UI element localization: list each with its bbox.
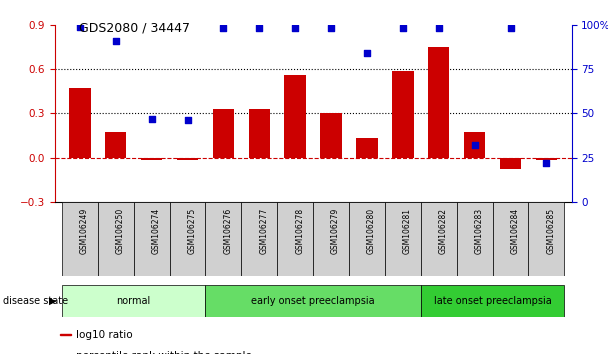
Bar bbox=[141, 158, 162, 160]
Point bbox=[290, 25, 300, 31]
Text: GDS2080 / 34447: GDS2080 / 34447 bbox=[79, 21, 190, 34]
Point bbox=[182, 118, 192, 123]
Point bbox=[218, 25, 228, 31]
Text: log10 ratio: log10 ratio bbox=[77, 330, 133, 339]
Text: GSM106284: GSM106284 bbox=[511, 208, 519, 254]
Bar bbox=[500, 158, 521, 169]
FancyBboxPatch shape bbox=[421, 285, 564, 317]
Point bbox=[326, 25, 336, 31]
Bar bbox=[60, 333, 71, 336]
Text: GSM106249: GSM106249 bbox=[80, 208, 89, 254]
Text: GSM106282: GSM106282 bbox=[439, 208, 447, 254]
Text: normal: normal bbox=[117, 296, 151, 306]
FancyBboxPatch shape bbox=[62, 202, 98, 276]
Text: GSM106277: GSM106277 bbox=[259, 208, 268, 254]
FancyBboxPatch shape bbox=[98, 202, 134, 276]
FancyBboxPatch shape bbox=[385, 202, 421, 276]
FancyBboxPatch shape bbox=[170, 202, 206, 276]
Bar bbox=[213, 109, 234, 158]
Bar bbox=[356, 138, 378, 158]
FancyBboxPatch shape bbox=[349, 202, 385, 276]
FancyBboxPatch shape bbox=[62, 285, 206, 317]
Point bbox=[398, 25, 408, 31]
Text: disease state: disease state bbox=[3, 296, 68, 306]
FancyBboxPatch shape bbox=[206, 285, 421, 317]
FancyBboxPatch shape bbox=[241, 202, 277, 276]
Bar bbox=[249, 109, 270, 158]
Point bbox=[362, 50, 372, 56]
Text: GSM106280: GSM106280 bbox=[367, 208, 376, 254]
Point bbox=[434, 25, 444, 31]
Point bbox=[542, 160, 551, 166]
FancyBboxPatch shape bbox=[457, 202, 492, 276]
Point bbox=[111, 38, 120, 44]
Text: GSM106283: GSM106283 bbox=[475, 208, 483, 254]
Text: GSM106275: GSM106275 bbox=[187, 208, 196, 254]
Bar bbox=[105, 132, 126, 158]
Text: GSM106250: GSM106250 bbox=[116, 208, 125, 254]
Text: ▶: ▶ bbox=[49, 296, 56, 306]
Text: percentile rank within the sample: percentile rank within the sample bbox=[77, 351, 252, 354]
Point bbox=[254, 25, 264, 31]
Bar bbox=[464, 132, 485, 158]
Point bbox=[506, 25, 516, 31]
Bar bbox=[69, 88, 91, 158]
FancyBboxPatch shape bbox=[492, 202, 528, 276]
Point bbox=[470, 142, 480, 148]
FancyBboxPatch shape bbox=[206, 202, 241, 276]
FancyBboxPatch shape bbox=[528, 202, 564, 276]
Text: GSM106285: GSM106285 bbox=[547, 208, 555, 254]
FancyBboxPatch shape bbox=[277, 202, 313, 276]
Bar bbox=[320, 113, 342, 158]
Point bbox=[75, 24, 85, 29]
Text: GSM106276: GSM106276 bbox=[223, 208, 232, 254]
FancyBboxPatch shape bbox=[134, 202, 170, 276]
Text: GSM106281: GSM106281 bbox=[403, 208, 412, 254]
Text: GSM106274: GSM106274 bbox=[151, 208, 161, 254]
Bar bbox=[177, 158, 198, 160]
Text: GSM106279: GSM106279 bbox=[331, 208, 340, 254]
FancyBboxPatch shape bbox=[421, 202, 457, 276]
Point bbox=[147, 116, 156, 121]
FancyBboxPatch shape bbox=[313, 202, 349, 276]
Bar bbox=[428, 47, 449, 158]
Bar bbox=[392, 70, 413, 158]
Bar bbox=[285, 75, 306, 158]
Text: early onset preeclampsia: early onset preeclampsia bbox=[251, 296, 375, 306]
Text: GSM106278: GSM106278 bbox=[295, 208, 304, 254]
Bar bbox=[536, 158, 557, 160]
Text: late onset preeclampsia: late onset preeclampsia bbox=[434, 296, 551, 306]
